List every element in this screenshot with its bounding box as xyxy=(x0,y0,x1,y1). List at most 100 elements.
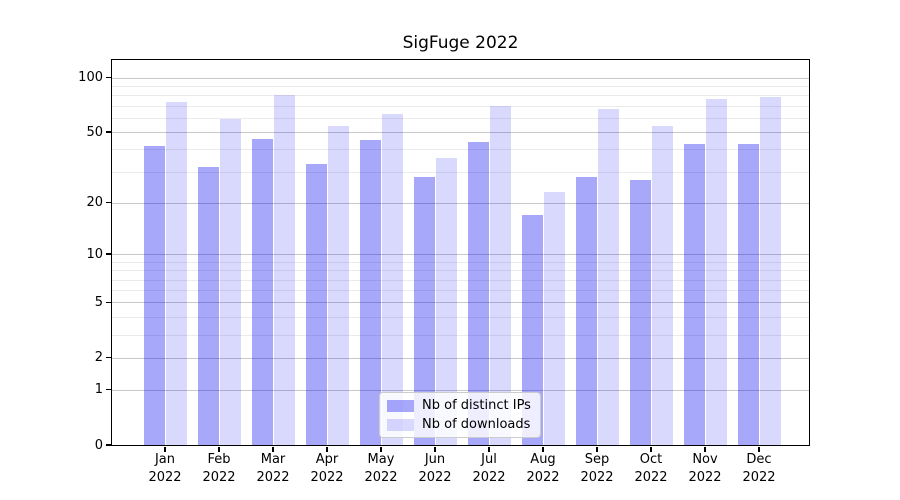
x-tick-month: Jan xyxy=(154,452,176,467)
gridline-major xyxy=(112,357,809,359)
x-tick-label: Apr 2022 xyxy=(300,451,354,487)
gridline-major xyxy=(112,202,809,204)
gridline-minor xyxy=(112,290,809,292)
bar-distinct-ips xyxy=(360,140,381,445)
x-tick-year: 2022 xyxy=(256,470,290,485)
x-tick-year: 2022 xyxy=(418,470,452,485)
plot-area xyxy=(112,60,809,445)
legend-swatch-downloads xyxy=(387,418,414,431)
y-tick-label: 50 xyxy=(86,124,103,140)
gridline-major xyxy=(112,254,809,256)
x-tick-month: Mar xyxy=(260,452,286,467)
bar-downloads xyxy=(760,97,781,445)
x-tick-mark xyxy=(272,446,274,452)
x-tick-label: Oct 2022 xyxy=(624,451,678,487)
x-tick-year: 2022 xyxy=(634,470,668,485)
x-tick-year: 2022 xyxy=(580,470,614,485)
x-tick-label: Aug 2022 xyxy=(516,451,570,487)
bar-distinct-ips xyxy=(630,179,651,445)
x-tick-label: Jul 2022 xyxy=(462,451,516,487)
y-tick-mark xyxy=(106,444,111,446)
x-tick-month: Sep xyxy=(584,452,610,467)
x-tick-year: 2022 xyxy=(202,470,236,485)
y-tick-label: 10 xyxy=(86,246,103,262)
x-tick-mark xyxy=(596,446,598,452)
gridline-minor xyxy=(112,85,809,87)
legend-label-downloads: Nb of downloads xyxy=(422,417,531,432)
bar-distinct-ips xyxy=(252,138,273,445)
bar-distinct-ips xyxy=(522,214,543,445)
gridline-minor xyxy=(112,316,809,318)
bar-downloads xyxy=(490,105,511,445)
bar-downloads xyxy=(598,109,619,445)
bar-distinct-ips xyxy=(414,176,435,445)
x-tick-mark xyxy=(542,446,544,452)
x-tick-label: Mar 2022 xyxy=(246,451,300,487)
gridline-minor xyxy=(112,334,809,336)
x-tick-mark xyxy=(650,446,652,452)
y-tick-label: 20 xyxy=(86,195,103,211)
bar-downloads xyxy=(328,126,349,445)
x-tick-year: 2022 xyxy=(364,470,398,485)
x-tick-month: Apr xyxy=(315,452,339,467)
gridline-major xyxy=(112,389,809,391)
x-tick-year: 2022 xyxy=(742,470,776,485)
gridline-minor xyxy=(112,270,809,272)
x-tick-month: Aug xyxy=(530,452,556,467)
legend: Nb of distinct IPs Nb of downloads xyxy=(379,392,541,438)
x-tick-month: Nov xyxy=(692,452,718,467)
gridline-minor xyxy=(112,117,809,119)
x-tick-mark xyxy=(704,446,706,452)
x-tick-year: 2022 xyxy=(472,470,506,485)
x-tick-mark xyxy=(326,446,328,452)
bar-downloads xyxy=(436,157,457,445)
x-tick-mark xyxy=(218,446,220,452)
bar-distinct-ips xyxy=(306,164,327,445)
bar-distinct-ips xyxy=(576,176,597,445)
x-tick-year: 2022 xyxy=(526,470,560,485)
x-tick-label: Jun 2022 xyxy=(408,451,462,487)
y-tick-mark xyxy=(106,356,111,359)
y-tick-mark xyxy=(106,389,111,391)
y-tick-label: 0 xyxy=(94,437,103,453)
x-tick-mark xyxy=(434,446,436,452)
gridline-minor xyxy=(112,149,809,151)
x-tick-month: Oct xyxy=(639,452,663,467)
gridline-minor xyxy=(112,261,809,263)
bar-downloads xyxy=(706,99,727,445)
x-tick-mark xyxy=(758,446,760,452)
bar-distinct-ips xyxy=(198,166,219,445)
x-tick-year: 2022 xyxy=(148,470,182,485)
x-tick-month: Dec xyxy=(746,452,772,467)
x-tick-mark xyxy=(488,446,490,452)
gridline-minor xyxy=(112,105,809,107)
bar-distinct-ips xyxy=(684,143,705,445)
bar-downloads xyxy=(382,113,403,445)
legend-item-downloads: Nb of downloads xyxy=(387,417,533,432)
x-tick-label: Nov 2022 xyxy=(678,451,732,487)
x-tick-mark xyxy=(380,446,382,452)
legend-item-distinct-ips: Nb of distinct IPs xyxy=(387,398,533,413)
bar-downloads xyxy=(544,192,565,445)
bar-distinct-ips xyxy=(738,143,759,445)
x-tick-month: Jul xyxy=(481,452,497,467)
y-tick-label: 2 xyxy=(94,350,103,365)
x-tick-year: 2022 xyxy=(688,470,722,485)
x-tick-month: May xyxy=(367,452,395,467)
bar-downloads xyxy=(166,102,187,445)
gridline-major xyxy=(112,132,809,133)
x-tick-label: May 2022 xyxy=(354,451,408,487)
bar-downloads xyxy=(274,95,295,445)
x-tick-year: 2022 xyxy=(310,470,344,485)
y-tick-mark xyxy=(106,76,111,79)
y-tick-mark xyxy=(106,201,111,204)
y-tick-label: 100 xyxy=(78,70,103,86)
y-tick-label: 1 xyxy=(94,382,103,398)
gridline-minor xyxy=(112,171,809,173)
x-tick-label: Jan 2022 xyxy=(138,451,192,487)
y-tick-mark xyxy=(106,131,111,133)
legend-label-distinct-ips: Nb of distinct IPs xyxy=(422,398,531,413)
bar-downloads xyxy=(652,126,673,445)
x-tick-month: Jun xyxy=(424,452,446,467)
